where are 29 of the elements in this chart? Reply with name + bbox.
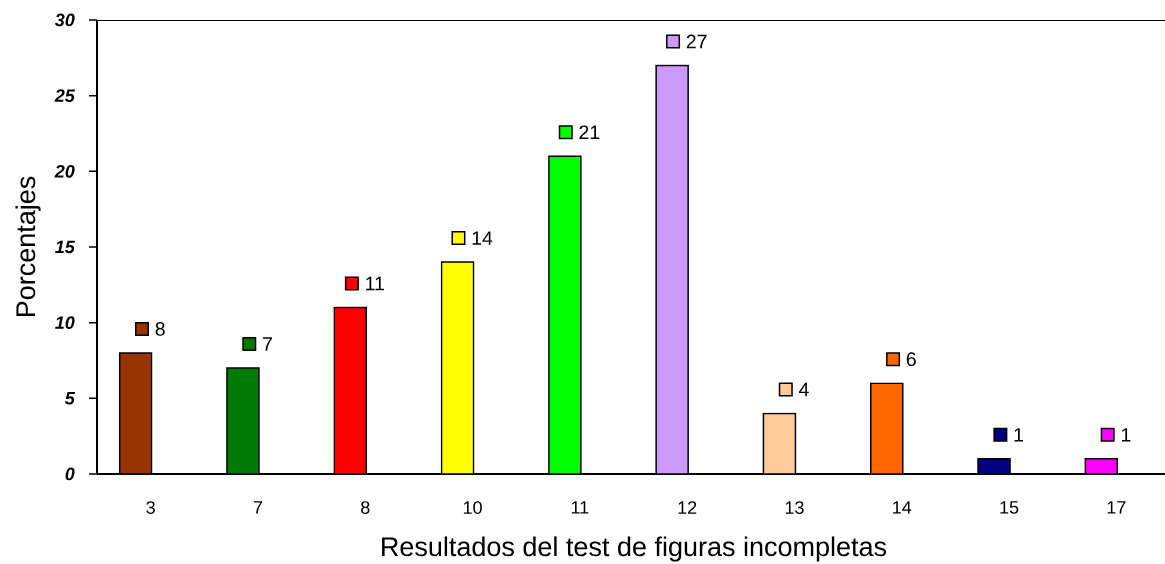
y-tick-label: 5 (64, 392, 76, 405)
data-label: 11 (366, 276, 384, 291)
x-axis-title: Resultados del test de figuras incompletas (382, 536, 887, 562)
y-axis-title: Porcentajes (15, 176, 41, 317)
x-tick-label: 13 (785, 501, 804, 514)
data-label: 6 (906, 352, 916, 367)
x-tick-label: 15 (1000, 501, 1019, 514)
data-label: 4 (798, 382, 809, 397)
y-tick-label: 25 (54, 89, 76, 103)
data-label: 1 (1121, 428, 1131, 442)
data-label: 27 (686, 34, 707, 49)
y-tick-label: 20 (54, 164, 75, 178)
y-tick-label: 30 (54, 13, 75, 27)
data-label: 14 (472, 231, 493, 245)
data-label: 1 (1014, 428, 1024, 442)
x-tick-label: 10 (463, 501, 482, 514)
y-tick-label: 15 (55, 240, 76, 254)
data-label: 7 (263, 337, 272, 351)
data-label: 8 (155, 322, 165, 336)
data-label: 21 (579, 125, 600, 139)
x-tick-label: 12 (678, 501, 697, 514)
x-tick-label: 3 (146, 501, 155, 514)
y-tick-label: 0 (65, 467, 75, 481)
x-tick-label: 17 (1107, 501, 1126, 514)
x-tick-label: 8 (361, 501, 370, 514)
x-tick-label: 7 (253, 501, 263, 514)
x-tick-label: 11 (571, 501, 589, 514)
y-tick-label: 10 (55, 316, 75, 330)
x-tick-label: 14 (893, 501, 912, 514)
